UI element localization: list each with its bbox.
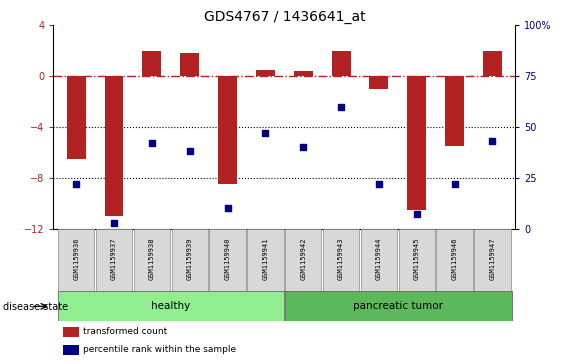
Bar (361, 229, 397, 292)
Text: GSM1159936: GSM1159936 (73, 238, 79, 281)
Bar (209, 229, 245, 292)
Text: GSM1159945: GSM1159945 (414, 238, 420, 281)
Bar (172, 229, 208, 292)
Bar (105, 76, 123, 216)
Bar (332, 51, 351, 76)
Bar (294, 71, 312, 76)
Bar (323, 229, 359, 292)
Bar (285, 229, 321, 292)
Point (110, 220, 119, 225)
Point (412, 212, 421, 217)
Text: GSM1159946: GSM1159946 (452, 238, 458, 281)
Text: GSM1159944: GSM1159944 (376, 238, 382, 281)
Point (374, 181, 383, 187)
Text: GSM1159943: GSM1159943 (338, 238, 344, 281)
Title: GDS4767 / 1436641_at: GDS4767 / 1436641_at (203, 11, 365, 24)
Point (72, 181, 81, 187)
Bar (445, 76, 464, 146)
Point (450, 181, 459, 187)
Text: GSM1159939: GSM1159939 (187, 238, 193, 281)
Bar (133, 229, 170, 292)
Bar (285, 291, 512, 321)
Bar (483, 51, 502, 76)
Bar (247, 229, 284, 292)
Bar (399, 229, 435, 292)
Bar (369, 76, 388, 89)
Bar (62, 345, 79, 355)
Bar (96, 229, 132, 292)
Bar (256, 70, 275, 76)
Bar (474, 229, 511, 292)
Text: GSM1159947: GSM1159947 (489, 238, 495, 281)
Text: healthy: healthy (151, 301, 190, 311)
Text: percentile rank within the sample: percentile rank within the sample (83, 346, 236, 354)
Bar (142, 51, 162, 76)
Bar (58, 291, 284, 321)
Bar (180, 53, 199, 76)
Text: transformed count: transformed count (83, 327, 168, 336)
Point (337, 104, 346, 110)
Bar (58, 229, 95, 292)
Text: GSM1159940: GSM1159940 (225, 238, 231, 281)
Bar (218, 76, 237, 184)
Text: GSM1159937: GSM1159937 (111, 238, 117, 281)
Point (185, 148, 194, 154)
Text: pancreatic tumor: pancreatic tumor (353, 301, 443, 311)
Bar (407, 76, 426, 209)
Text: GSM1159942: GSM1159942 (300, 238, 306, 281)
Point (488, 138, 497, 144)
Text: GSM1159938: GSM1159938 (149, 238, 155, 281)
Text: GSM1159941: GSM1159941 (262, 238, 269, 281)
Text: disease state: disease state (3, 302, 68, 312)
Bar (436, 229, 473, 292)
Bar (62, 327, 79, 337)
Point (148, 140, 157, 146)
Point (223, 205, 232, 211)
Point (299, 144, 308, 150)
Bar (67, 76, 86, 159)
Point (261, 130, 270, 136)
